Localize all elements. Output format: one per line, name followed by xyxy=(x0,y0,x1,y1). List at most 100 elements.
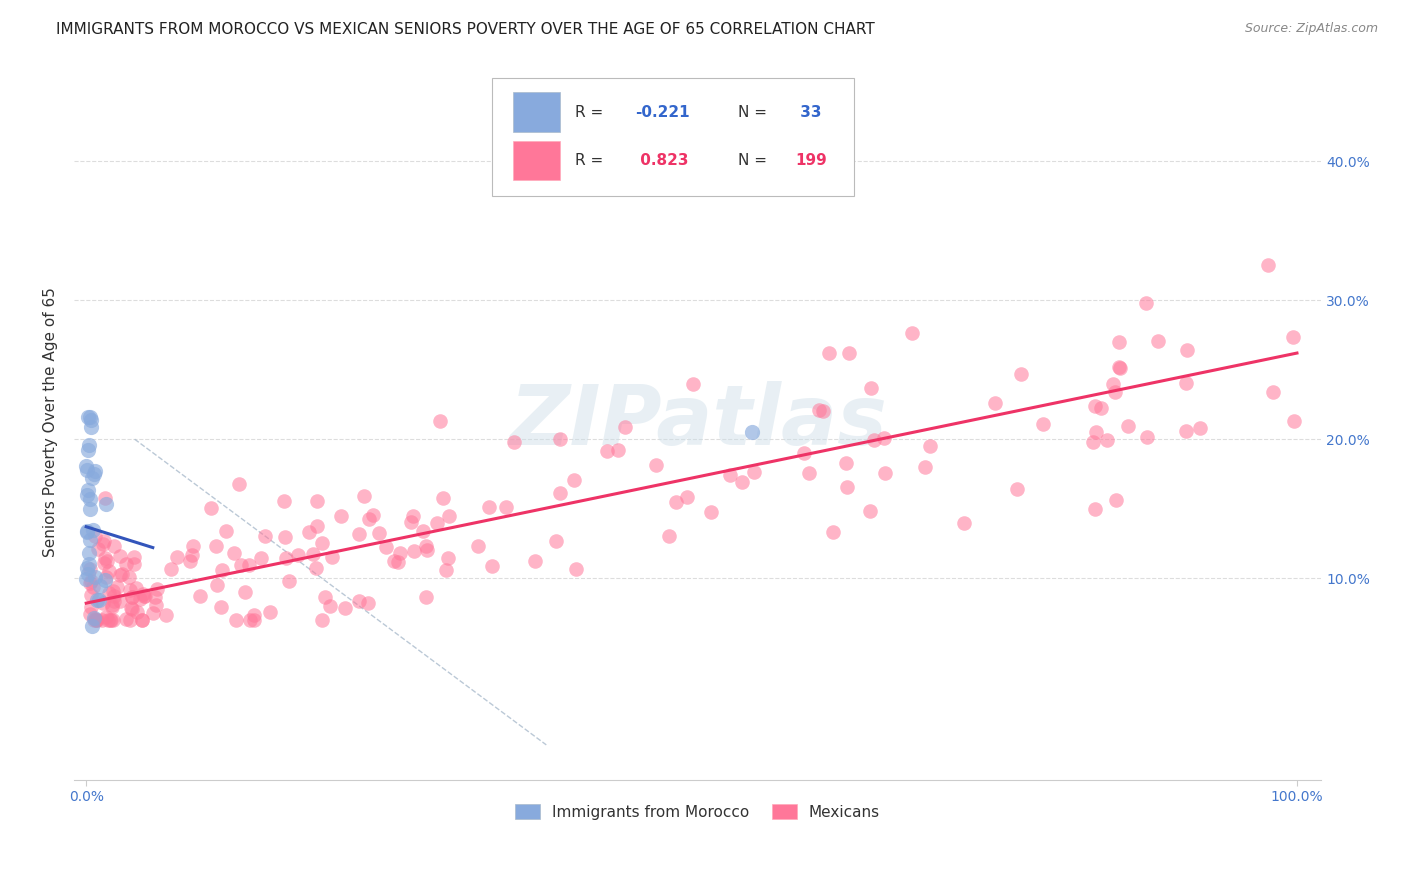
Point xyxy=(1104,384,1126,399)
Point xyxy=(1105,492,1128,507)
Point xyxy=(108,594,131,608)
Point xyxy=(495,500,517,514)
Point xyxy=(114,557,136,571)
Point xyxy=(132,589,155,603)
Point xyxy=(79,410,101,425)
Point xyxy=(131,613,153,627)
Point xyxy=(437,550,460,565)
Point xyxy=(134,589,156,603)
Point xyxy=(387,555,409,569)
Point xyxy=(1175,376,1198,390)
Text: 0.823: 0.823 xyxy=(636,153,689,169)
Point xyxy=(1108,334,1130,349)
Point xyxy=(682,376,704,391)
Point xyxy=(80,599,103,614)
Point xyxy=(859,381,882,395)
Point xyxy=(544,533,567,548)
Point xyxy=(834,457,856,471)
Point xyxy=(259,605,281,619)
Legend: Immigrants from Morocco, Mexicans: Immigrants from Morocco, Mexicans xyxy=(509,797,886,826)
Point xyxy=(114,612,136,626)
Point xyxy=(79,607,101,622)
Point xyxy=(481,559,503,574)
Point xyxy=(118,583,141,598)
Point xyxy=(797,467,820,481)
Point xyxy=(160,562,183,576)
Point xyxy=(76,524,98,538)
Point xyxy=(821,524,844,539)
Point xyxy=(82,523,104,537)
Point xyxy=(606,442,628,457)
Text: -0.221: -0.221 xyxy=(636,104,690,120)
Point xyxy=(103,593,125,607)
Point xyxy=(276,551,298,566)
Point xyxy=(94,550,117,565)
Point xyxy=(80,589,103,603)
Point xyxy=(416,542,439,557)
Point xyxy=(859,503,882,517)
Point xyxy=(111,567,134,582)
Point xyxy=(84,464,107,478)
Point xyxy=(614,420,637,434)
Point xyxy=(125,605,148,619)
Point xyxy=(254,528,277,542)
Point xyxy=(333,601,356,615)
Point xyxy=(143,590,166,604)
Point xyxy=(793,446,815,460)
Point xyxy=(86,613,108,627)
Point xyxy=(84,528,107,542)
Point xyxy=(984,396,1007,410)
Point xyxy=(77,557,100,571)
Point xyxy=(103,613,125,627)
Point xyxy=(873,431,896,445)
Point xyxy=(1257,258,1279,272)
Point xyxy=(107,580,129,594)
Point xyxy=(94,573,117,587)
Point xyxy=(375,540,398,554)
Point xyxy=(250,550,273,565)
Point xyxy=(179,554,201,568)
Point xyxy=(434,562,457,576)
Point xyxy=(742,466,765,480)
Point xyxy=(76,525,98,540)
Point xyxy=(79,575,101,590)
Point xyxy=(952,516,974,531)
Point xyxy=(94,610,117,624)
Point xyxy=(94,570,117,584)
Point xyxy=(298,524,321,539)
Point xyxy=(228,477,250,491)
Point xyxy=(76,561,98,575)
Point xyxy=(1189,421,1212,435)
Bar xyxy=(513,93,561,132)
Text: ZIPatlas: ZIPatlas xyxy=(509,382,887,462)
Point xyxy=(233,585,256,599)
Point xyxy=(93,556,115,570)
Point xyxy=(84,612,107,626)
Point xyxy=(314,591,336,605)
Point xyxy=(103,539,125,553)
Point xyxy=(811,404,834,418)
Point xyxy=(166,549,188,564)
Y-axis label: Seniors Poverty Over the Age of 65: Seniors Poverty Over the Age of 65 xyxy=(44,287,58,557)
Point xyxy=(319,599,342,614)
Point xyxy=(125,581,148,595)
Point xyxy=(77,566,100,581)
Point xyxy=(1135,295,1157,310)
Point xyxy=(718,467,741,482)
Point xyxy=(121,590,143,604)
Point xyxy=(86,613,108,627)
Point xyxy=(83,467,105,481)
Point xyxy=(215,524,238,539)
Point xyxy=(89,579,111,593)
Point xyxy=(80,413,103,427)
Point xyxy=(80,574,103,589)
Point xyxy=(121,602,143,616)
Point xyxy=(129,592,152,607)
Point xyxy=(330,508,353,523)
Point xyxy=(1175,343,1198,357)
Point xyxy=(239,613,262,627)
Point xyxy=(278,574,301,588)
Point xyxy=(209,600,232,615)
Point xyxy=(389,546,412,560)
Text: N =: N = xyxy=(738,104,772,120)
